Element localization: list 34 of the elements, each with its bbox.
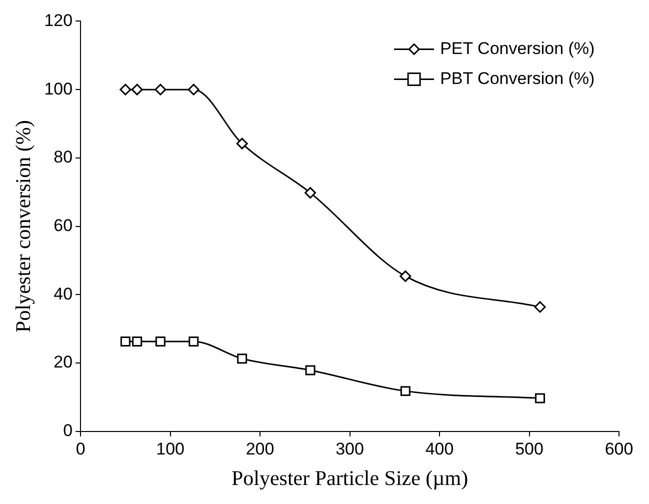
point xyxy=(304,187,316,199)
point xyxy=(188,84,200,96)
point xyxy=(400,270,412,282)
point xyxy=(237,354,248,364)
x-tick-label: 600 xyxy=(604,439,634,458)
x-tick-label: 400 xyxy=(425,439,454,458)
y-axis-title: Polyester conversion (%) xyxy=(11,120,36,332)
y-tick-label: 120 xyxy=(44,10,73,30)
y-tick-label: 20 xyxy=(54,352,73,372)
y-tick-label: 40 xyxy=(54,284,73,304)
y-tick-label: 0 xyxy=(63,421,73,440)
point xyxy=(154,84,166,96)
x-tick-label: 500 xyxy=(515,439,544,458)
point xyxy=(534,301,546,313)
x-tick-label: 0 xyxy=(76,439,86,458)
y-tick-label: 80 xyxy=(54,148,73,167)
point xyxy=(132,336,142,346)
point xyxy=(131,84,143,96)
point xyxy=(400,386,410,396)
point xyxy=(120,84,132,96)
point xyxy=(535,393,546,404)
point xyxy=(188,336,199,346)
y-tick-label: 100 xyxy=(44,79,73,98)
legend-label: PBT Conversion (%) xyxy=(440,68,595,88)
point xyxy=(120,336,130,346)
point xyxy=(236,138,248,150)
point xyxy=(305,365,316,376)
legend-label: PET Conversion (%) xyxy=(440,38,595,58)
x-tick-label: 100 xyxy=(156,439,184,458)
x-tick-label: 300 xyxy=(336,439,364,458)
x-tick-label: 200 xyxy=(246,439,274,458)
point xyxy=(155,336,166,346)
y-tick-label: 60 xyxy=(54,216,73,235)
x-axis-title: Polyester Particle Size (µm) xyxy=(231,466,468,490)
